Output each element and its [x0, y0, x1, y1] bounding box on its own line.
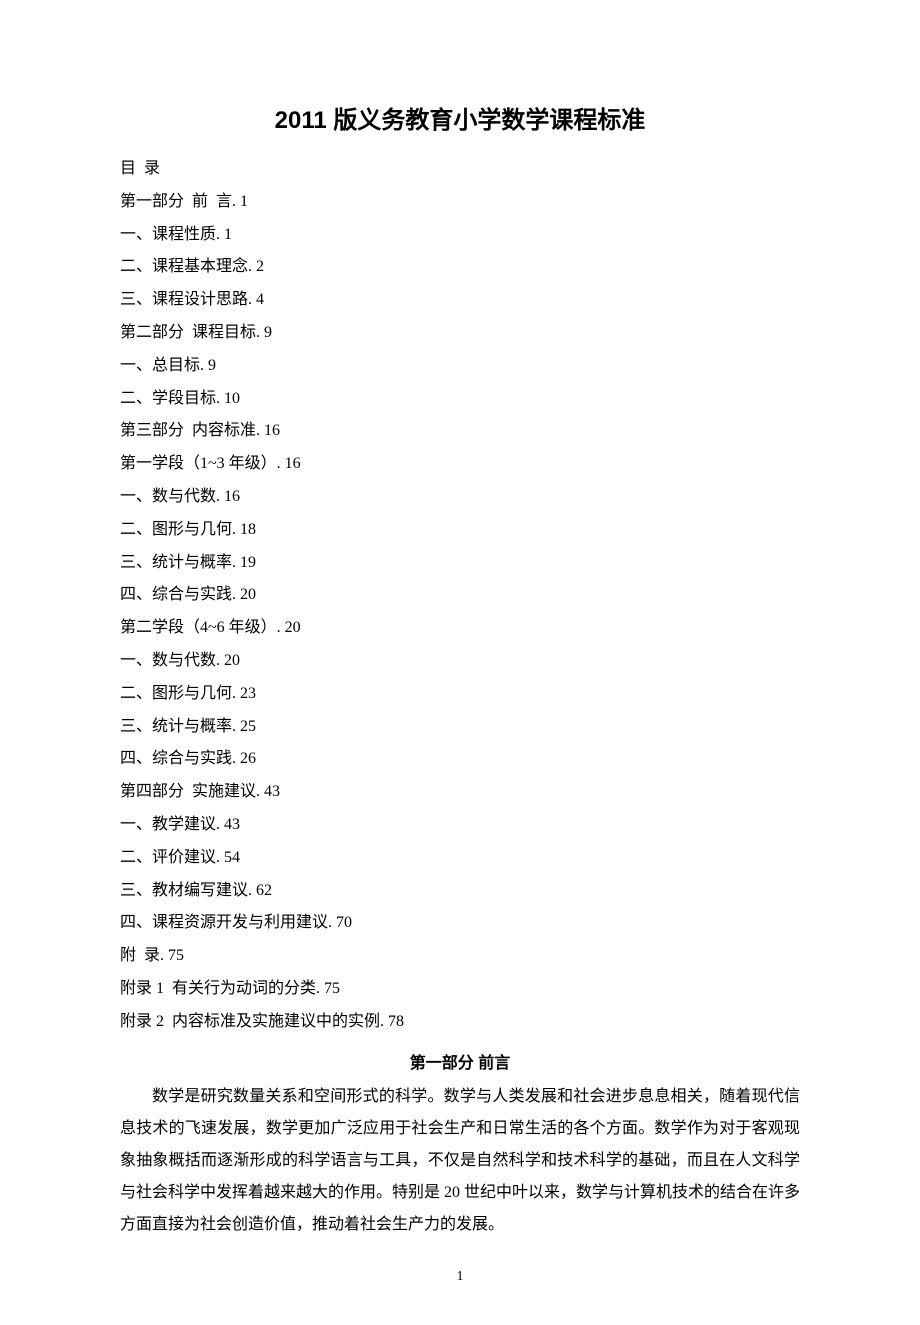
- toc-entry: 一、课程性质. 1: [120, 219, 800, 252]
- toc-entry: 一、数与代数. 16: [120, 481, 800, 514]
- section-heading: 第一部分 前言: [120, 1049, 800, 1073]
- toc-entry: 第四部分 实施建议. 43: [120, 776, 800, 809]
- toc-entry: 一、总目标. 9: [120, 350, 800, 383]
- toc-entry: 一、教学建议. 43: [120, 809, 800, 842]
- toc-entry: 第二学段（4~6 年级）. 20: [120, 612, 800, 645]
- document-title: 2011 版义务教育小学数学课程标准: [120, 100, 800, 135]
- toc-entry: 附录 2 内容标准及实施建议中的实例. 78: [120, 1006, 800, 1039]
- document-page: 2011 版义务教育小学数学课程标准 目 录 第一部分 前 言. 1 一、课程性…: [0, 0, 920, 1325]
- body-paragraph: 数学是研究数量关系和空间形式的科学。数学与人类发展和社会进步息息相关，随着现代信…: [120, 1081, 800, 1241]
- toc-entry: 第二部分 课程目标. 9: [120, 317, 800, 350]
- toc-entry: 二、图形与几何. 18: [120, 514, 800, 547]
- toc-entry: 一、数与代数. 20: [120, 645, 800, 678]
- toc-entry: 二、图形与几何. 23: [120, 678, 800, 711]
- toc-entry: 三、统计与概率. 19: [120, 547, 800, 580]
- toc-entry: 四、课程资源开发与利用建议. 70: [120, 907, 800, 940]
- toc-entry: 附 录. 75: [120, 940, 800, 973]
- toc-entry: 二、课程基本理念. 2: [120, 251, 800, 284]
- toc-entry: 第一部分 前 言. 1: [120, 186, 800, 219]
- toc-entry: 第一学段（1~3 年级）. 16: [120, 448, 800, 481]
- toc-entry: 三、教材编写建议. 62: [120, 875, 800, 908]
- toc-entry: 三、课程设计思路. 4: [120, 284, 800, 317]
- toc-entry: 四、综合与实践. 26: [120, 743, 800, 776]
- toc-heading: 目 录: [120, 153, 800, 186]
- toc-entry: 二、评价建议. 54: [120, 842, 800, 875]
- toc-entry: 附录 1 有关行为动词的分类. 75: [120, 973, 800, 1006]
- toc-entry: 三、统计与概率. 25: [120, 711, 800, 744]
- toc-entry: 第三部分 内容标准. 16: [120, 415, 800, 448]
- toc-entry: 四、综合与实践. 20: [120, 579, 800, 612]
- page-number: 1: [120, 1269, 800, 1285]
- toc-entry: 二、学段目标. 10: [120, 383, 800, 416]
